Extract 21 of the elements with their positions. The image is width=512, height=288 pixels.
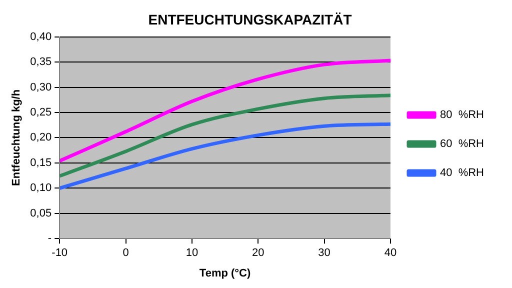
y-tick-label: 0,05 [30,207,52,220]
legend-label: 80 %RH [440,109,484,122]
y-tick-label: - [48,232,52,245]
x-tick-label: 30 [318,247,330,260]
y-tick-label: 0,30 [30,81,52,94]
y-tick-label: 0,35 [30,56,52,68]
y-axis-title: Entfeuchtung kg/h [10,89,23,186]
y-tick-label: 0,10 [30,182,52,194]
x-tick-label: 0 [122,247,129,260]
y-tick-label: 0,25 [30,106,52,119]
y-tick-label: 0,40 [30,30,52,43]
legend-label: 60 %RH [440,138,484,150]
x-tick-label: 20 [252,247,264,260]
x-tick-label: -10 [52,247,68,260]
legend-label: 40 %RH [440,167,484,180]
chart-title: ENTFEUCHTUNGSKAPAZITÄT [148,11,352,28]
x-tick-label: 10 [186,247,198,260]
y-tick-label: 0,20 [30,132,52,144]
x-tick-label: 40 [384,247,397,260]
y-tick-label: 0,15 [30,156,52,169]
x-axis-title: Temp (°C) [199,267,252,280]
